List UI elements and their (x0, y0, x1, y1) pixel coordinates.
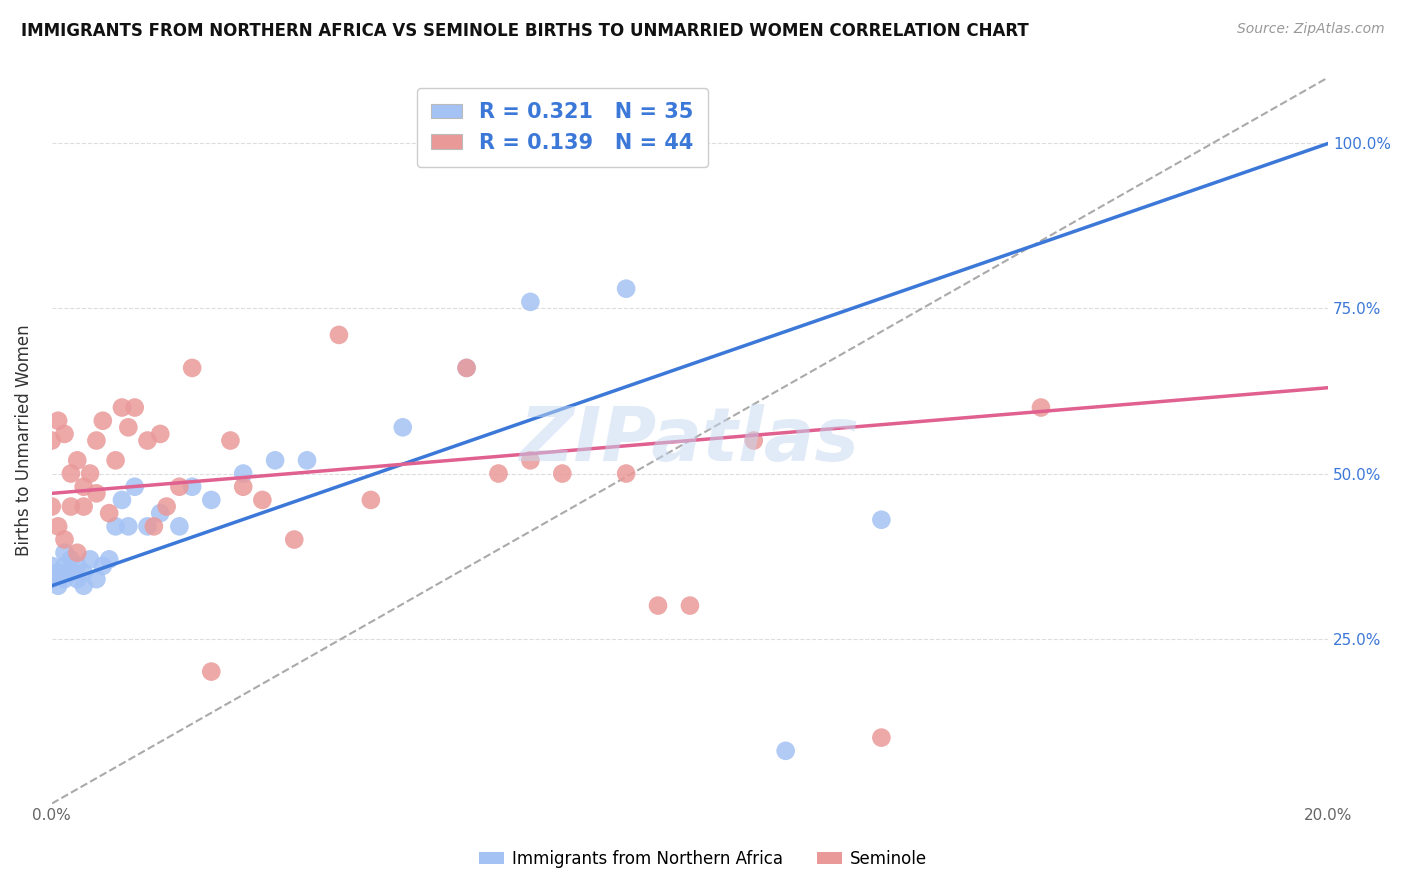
Point (73, 480, 96, 494)
Point (232, 480, 254, 494)
Point (219, 434, 242, 448)
Point (41, 558, 63, 573)
Point (456, 360, 478, 375)
Point (360, 492, 382, 507)
Point (66, 546, 89, 560)
Point (156, 500, 179, 514)
Point (647, 599, 669, 613)
Point (1029, 401, 1052, 415)
Point (169, 519, 191, 533)
Point (252, 492, 274, 507)
Point (86, 572, 108, 586)
Point (519, 453, 541, 467)
Point (295, 453, 318, 467)
Point (111, 401, 134, 415)
Point (124, 401, 146, 415)
Point (91, 558, 114, 573)
Point (149, 506, 172, 520)
Point (66, 453, 89, 467)
Point (59, 500, 82, 514)
Point (46, 566, 69, 580)
Point (232, 467, 254, 481)
Point (614, 282, 637, 296)
Point (328, 327, 350, 342)
Point (870, 513, 893, 527)
Point (775, 744, 797, 758)
Point (53, 533, 76, 547)
Point (551, 467, 574, 481)
Point (59, 566, 82, 580)
Point (98, 552, 121, 566)
Point (66, 558, 89, 573)
Point (104, 453, 127, 467)
Point (46, 579, 69, 593)
Point (41, 434, 63, 448)
Point (73, 566, 96, 580)
Text: Source: ZipAtlas.com: Source: ZipAtlas.com (1237, 22, 1385, 37)
Point (79, 552, 101, 566)
Legend: R = 0.321   N = 35, R = 0.139   N = 44: R = 0.321 N = 35, R = 0.139 N = 44 (416, 87, 709, 168)
Point (181, 480, 204, 494)
Point (742, 434, 765, 448)
Point (200, 665, 222, 679)
Point (456, 360, 478, 375)
Point (86, 434, 108, 448)
Text: ZIPatlas: ZIPatlas (520, 404, 860, 477)
Point (86, 486, 108, 500)
Point (53, 572, 76, 586)
Point (124, 480, 146, 494)
Point (283, 533, 305, 547)
Point (73, 500, 96, 514)
Legend: Immigrants from Northern Africa, Seminole: Immigrants from Northern Africa, Seminol… (472, 844, 934, 875)
Point (41, 572, 63, 586)
Point (41, 500, 63, 514)
Point (519, 294, 541, 309)
Point (46, 414, 69, 428)
Point (181, 360, 204, 375)
Y-axis label: Births to Unmarried Women: Births to Unmarried Women (15, 325, 32, 557)
Point (91, 414, 114, 428)
Point (117, 519, 139, 533)
Point (169, 480, 191, 494)
Point (117, 420, 139, 434)
Point (73, 579, 96, 593)
Point (142, 519, 165, 533)
Point (46, 519, 69, 533)
Point (264, 453, 287, 467)
Point (53, 426, 76, 441)
Point (111, 492, 134, 507)
Point (66, 572, 89, 586)
Point (79, 467, 101, 481)
Point (488, 467, 510, 481)
Point (136, 434, 159, 448)
Point (391, 420, 413, 434)
Text: IMMIGRANTS FROM NORTHERN AFRICA VS SEMINOLE BIRTHS TO UNMARRIED WOMEN CORRELATIO: IMMIGRANTS FROM NORTHERN AFRICA VS SEMIN… (21, 22, 1029, 40)
Point (53, 546, 76, 560)
Point (53, 558, 76, 573)
Point (200, 492, 222, 507)
Point (59, 552, 82, 566)
Point (870, 731, 893, 745)
Point (679, 599, 702, 613)
Point (136, 519, 159, 533)
Point (104, 519, 127, 533)
Point (614, 467, 637, 481)
Point (98, 506, 121, 520)
Point (149, 426, 172, 441)
Point (59, 467, 82, 481)
